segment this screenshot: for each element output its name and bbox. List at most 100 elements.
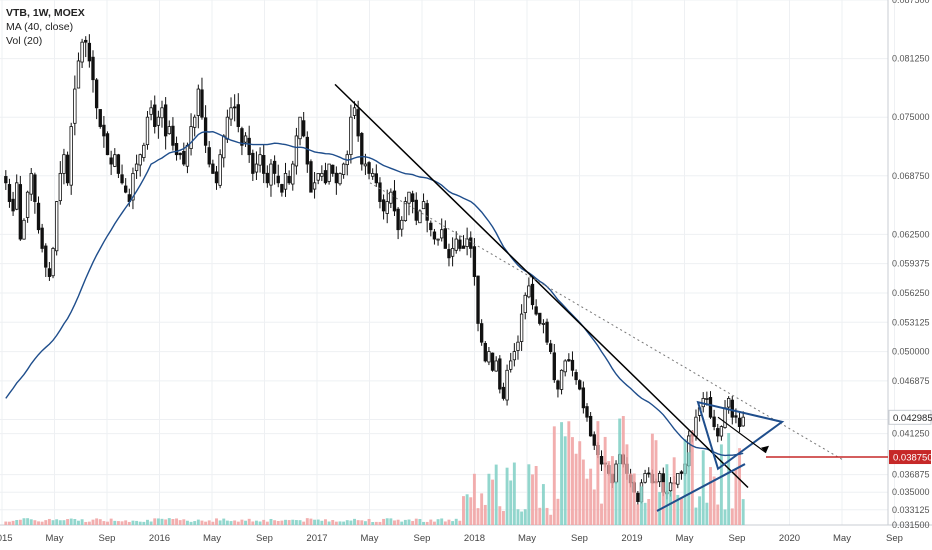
volume-bar <box>200 520 204 525</box>
volume-bars <box>4 416 745 525</box>
candle-up <box>505 369 509 401</box>
volume-bar <box>556 498 560 525</box>
candle-up <box>29 173 33 195</box>
volume-bar <box>440 518 444 525</box>
y-tick-label: 0.075000 <box>892 112 930 122</box>
candle-down <box>65 154 70 184</box>
volume-bar <box>625 444 629 525</box>
y-tick-label: 0.081250 <box>892 54 930 64</box>
x-tick-label: Sep <box>414 533 431 544</box>
volume-bar <box>153 518 157 525</box>
candle-down <box>737 417 742 427</box>
candle-down <box>647 472 651 475</box>
candle-down <box>91 56 95 81</box>
volume-bar <box>356 520 360 525</box>
last-price-tag <box>888 409 932 425</box>
candle-down <box>305 136 309 165</box>
volume-bar <box>494 464 498 525</box>
x-tick-label: Sep <box>729 533 746 544</box>
candle-up <box>421 201 426 210</box>
candle-down <box>538 312 542 324</box>
volume-bar <box>265 521 269 525</box>
candle-down <box>392 190 397 212</box>
candle-down <box>592 434 596 446</box>
candle-down <box>588 415 593 437</box>
candle-down <box>174 143 179 156</box>
volume-bar <box>363 521 367 525</box>
grid <box>0 0 895 526</box>
volume-bar <box>236 521 240 525</box>
volume-bar <box>258 521 262 525</box>
volume-bar <box>229 521 233 525</box>
volume-bar <box>109 518 113 525</box>
candle-down <box>443 228 448 249</box>
candle-up <box>487 351 491 363</box>
volume-bar <box>182 519 186 525</box>
volume-bar <box>552 426 556 525</box>
candle-up <box>705 398 709 400</box>
volume-bar <box>29 519 33 525</box>
volume-bar <box>87 521 91 525</box>
volume-bar <box>62 520 66 525</box>
candle-down <box>556 380 560 390</box>
candle-down <box>374 173 378 184</box>
candle-down <box>712 416 716 427</box>
volume-bar <box>189 521 193 525</box>
candle-up <box>349 116 353 155</box>
candle-down <box>381 199 386 212</box>
volume-bar <box>37 521 40 525</box>
candle-up <box>312 182 317 190</box>
volume-bar <box>669 491 672 525</box>
volume-indicator-label[interactable]: Vol (20) <box>6 35 43 47</box>
candle-up <box>559 369 564 390</box>
y-tick-label: 0.087500 <box>892 0 930 5</box>
volume-bar <box>84 521 88 525</box>
volume-bar <box>47 518 51 525</box>
candle-up <box>134 163 139 172</box>
candle-down <box>87 42 92 62</box>
ma-indicator-label[interactable]: MA (40, close) <box>6 21 74 33</box>
volume-bar <box>262 519 266 525</box>
candle-up <box>291 163 295 185</box>
candle-down <box>98 109 102 127</box>
volume-bar <box>596 421 600 525</box>
volume-bar <box>687 452 691 525</box>
candle-up <box>25 191 30 218</box>
candle-down <box>530 283 535 306</box>
volume-bar <box>716 504 720 525</box>
y-tick-label: 0.046875 <box>892 376 930 386</box>
volume-bar <box>432 521 436 525</box>
volume-bar <box>610 456 614 525</box>
volume-bar <box>407 519 411 525</box>
volume-bar <box>614 481 618 525</box>
volume-bar <box>629 473 633 525</box>
candle-down <box>432 231 437 240</box>
forecast-arrow <box>717 416 767 454</box>
volume-bar <box>302 521 306 525</box>
volume-bar <box>33 520 37 525</box>
volume-bar <box>672 457 676 525</box>
volume-bar <box>512 462 516 525</box>
volume-bar <box>483 504 487 525</box>
y-tick-label: 0.031500 <box>892 520 930 530</box>
volume-bar <box>396 519 400 525</box>
candle-down <box>567 359 571 362</box>
volume-bar <box>709 467 712 525</box>
target-price-tag <box>889 450 931 465</box>
candle-up <box>196 88 201 116</box>
volume-bar <box>149 521 153 525</box>
volume-bar <box>91 519 95 525</box>
candle-up <box>254 163 259 173</box>
candle-up <box>509 360 513 370</box>
candle-down <box>469 237 473 249</box>
candle-up <box>741 416 745 427</box>
volume-bar <box>385 518 389 525</box>
candle-up <box>298 116 302 140</box>
y-tick-label: 0.059375 <box>892 259 930 269</box>
volume-bar <box>734 469 738 525</box>
candle-up <box>527 285 531 298</box>
volume-bar <box>527 464 531 525</box>
volume-bar <box>600 503 603 525</box>
volume-bar <box>520 511 524 525</box>
